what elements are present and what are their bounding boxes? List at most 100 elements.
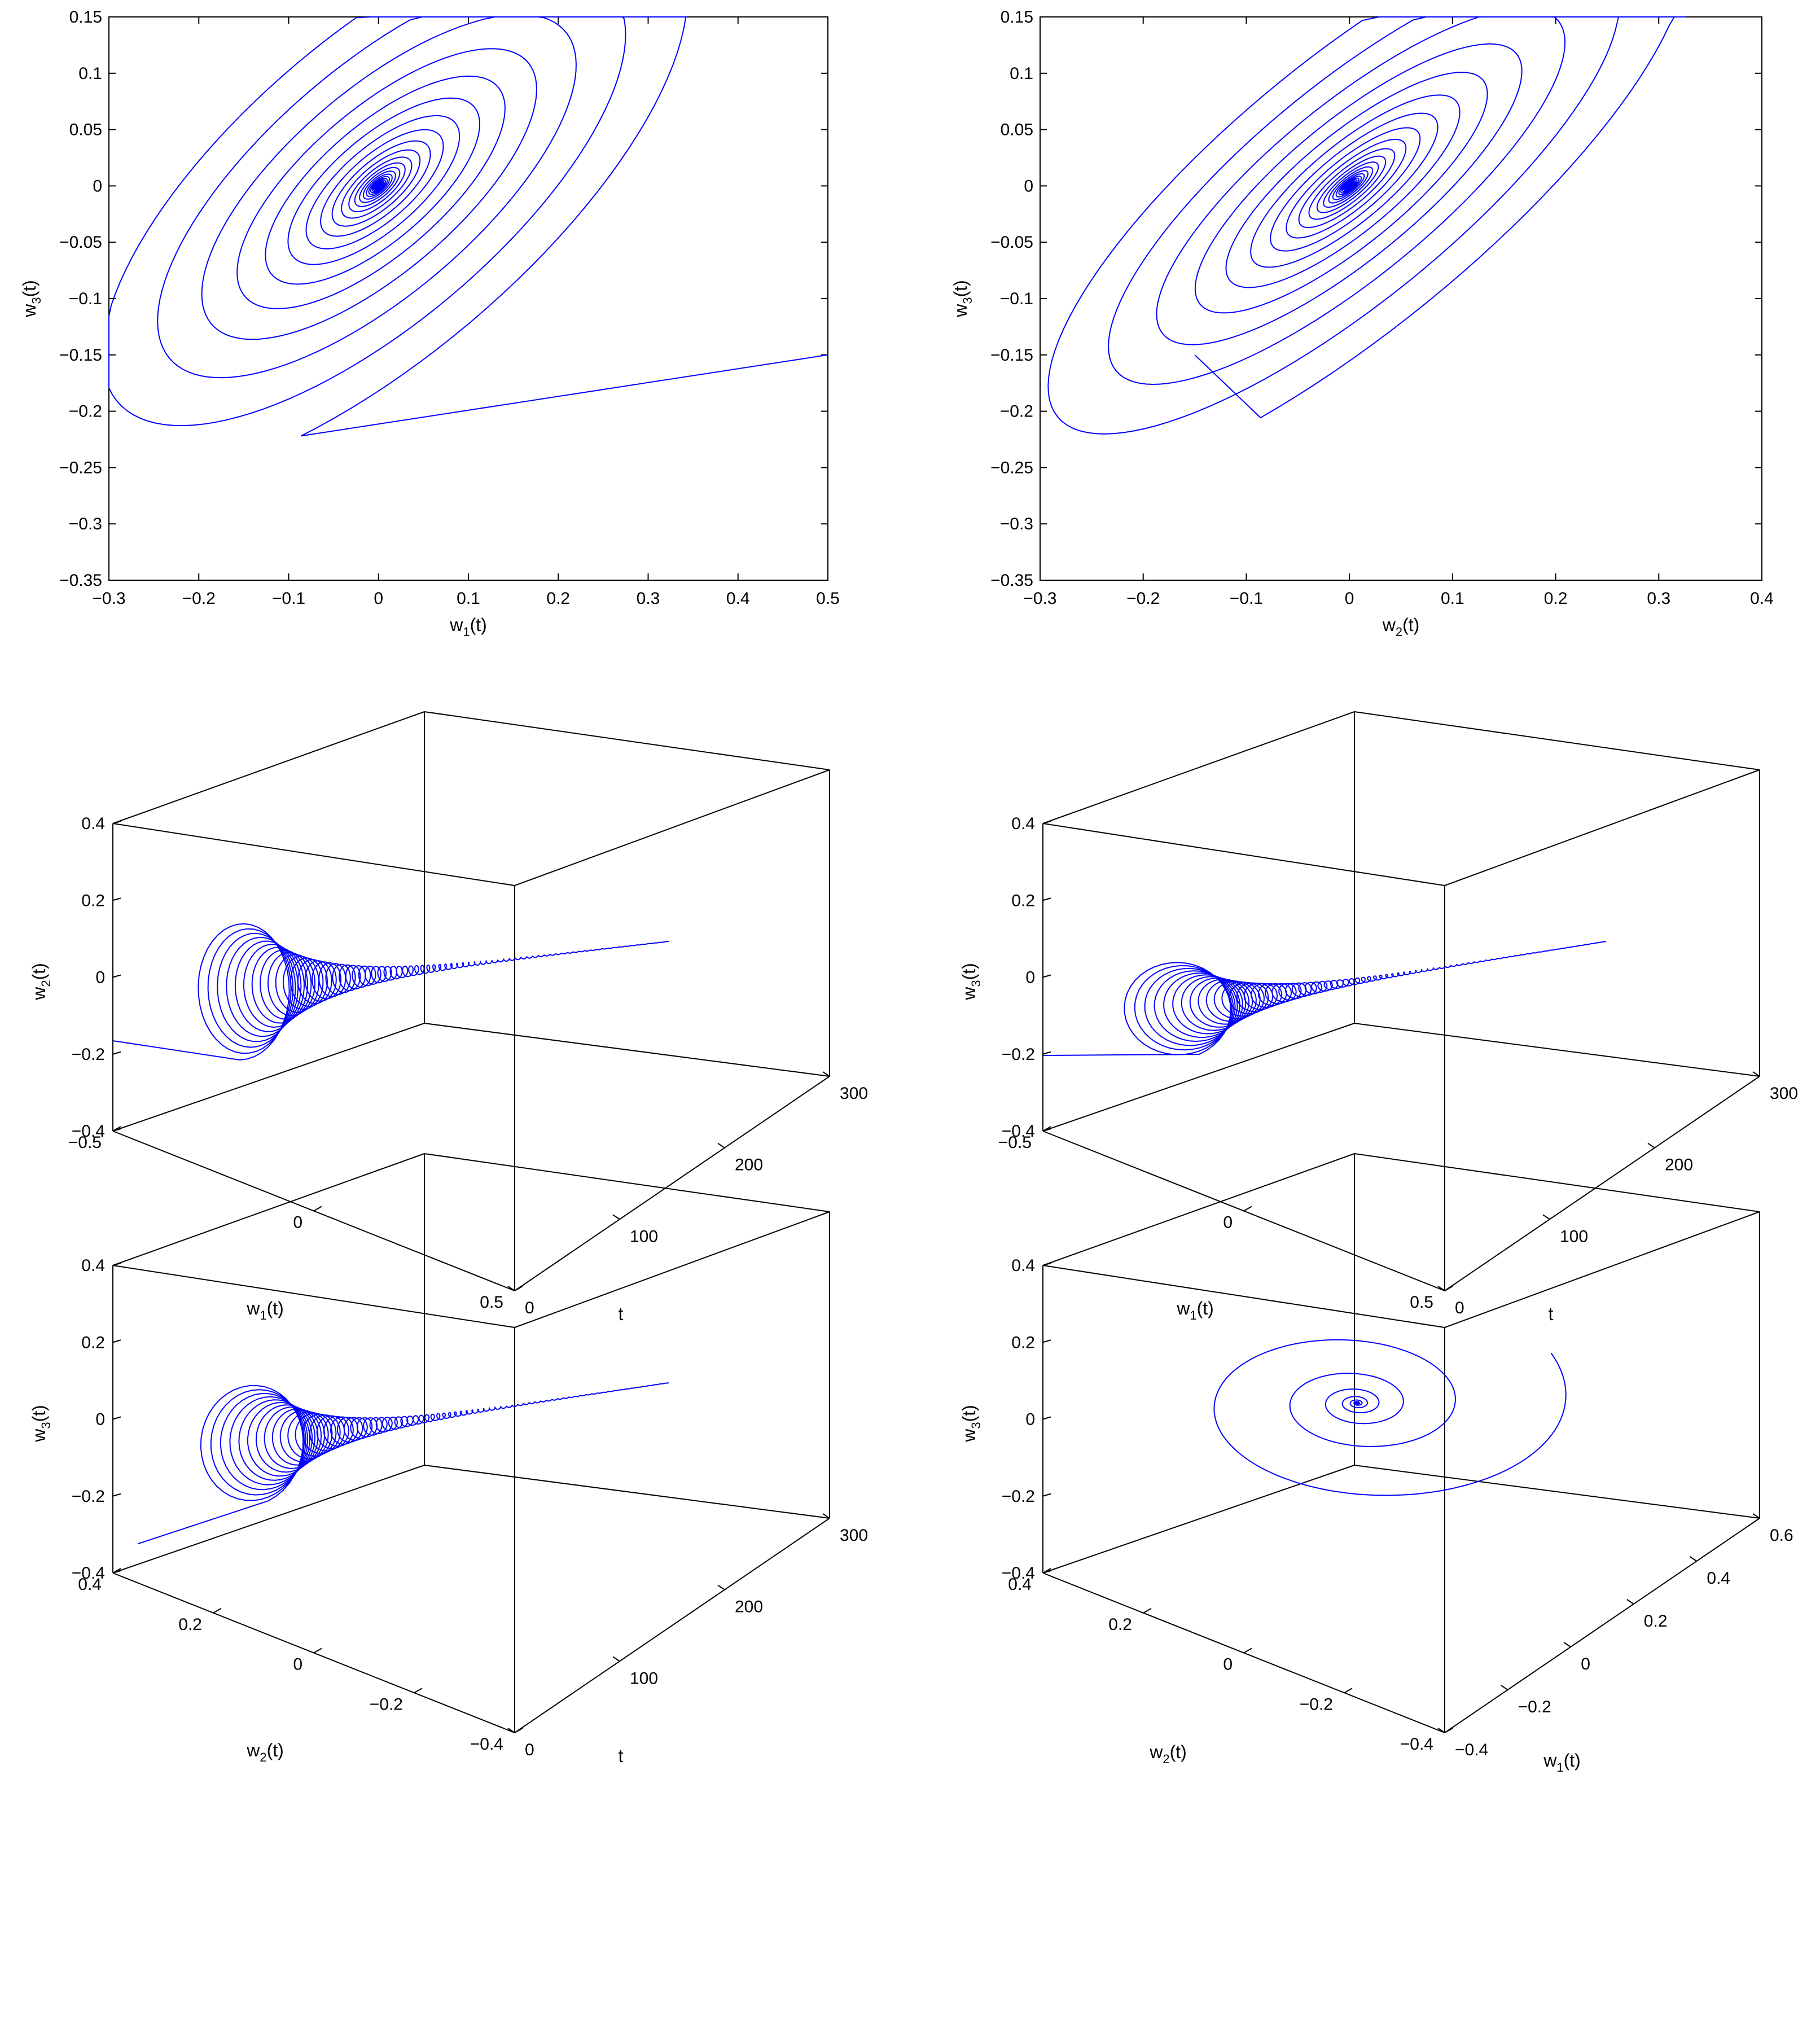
- x-tick-label: 0: [1223, 1213, 1233, 1232]
- z-tick: [112, 974, 121, 978]
- z-tick-label: 0.4: [1011, 814, 1035, 833]
- y-tick: [1437, 1286, 1445, 1291]
- x-tick: [414, 1688, 423, 1694]
- z-tick-label: 0.4: [1011, 1256, 1035, 1275]
- x-axis-label-sub: 2: [1163, 1752, 1169, 1766]
- y-axis-label-tail: (t): [1564, 1750, 1581, 1771]
- x-tick-label: −0.4: [470, 1735, 503, 1754]
- y-tick-label: −0.05: [59, 233, 102, 252]
- box-edge: [1042, 711, 1355, 824]
- x-tick: [1344, 1688, 1353, 1694]
- x-tick-label: 0.2: [546, 589, 570, 608]
- x-tick-label: −0.3: [1023, 589, 1056, 608]
- box-edge: [1354, 711, 1760, 770]
- z-tick-label: 0.4: [81, 814, 105, 833]
- x-tick-label: 0.3: [637, 589, 660, 608]
- y-tick-label: 0.15: [69, 8, 102, 27]
- x-tick: [514, 1728, 523, 1733]
- y-tick: [717, 1142, 725, 1149]
- trajectory-line: [1042, 941, 1607, 1056]
- z-axis-label-tail: (t): [29, 963, 49, 980]
- z-tick: [112, 1493, 121, 1497]
- z-tick: [112, 1339, 121, 1343]
- y-tick-label: 100: [1560, 1227, 1588, 1246]
- x-tick-label: 0: [374, 589, 383, 608]
- z-tick-label: −0.2: [72, 1045, 105, 1064]
- y-axis-label-tail: (t): [950, 280, 971, 297]
- z-axis-label-tail: (t): [959, 1405, 979, 1422]
- box-edge: [424, 1153, 830, 1212]
- y-tick-label: −0.2: [1000, 402, 1033, 421]
- y-tick-label: 0.4: [1707, 1569, 1730, 1588]
- z-tick-label: −0.4: [72, 1564, 105, 1583]
- y-tick-label: 0: [1455, 1299, 1464, 1317]
- axes-frame: [1040, 16, 1762, 581]
- y-axis-label-main: w: [19, 304, 40, 318]
- x-axis-label: w2(t): [1382, 615, 1420, 639]
- y-tick-label: 0.1: [1010, 64, 1033, 83]
- x-tick-label: 0.4: [726, 589, 750, 608]
- z-tick: [1042, 897, 1051, 901]
- z-axis-label-main: w: [29, 987, 49, 1001]
- z-axis-label-main: w: [959, 987, 979, 1001]
- x-axis-label: w2(t): [246, 1740, 284, 1764]
- y-tick-label: 0: [93, 177, 102, 195]
- y-axis-label-sub: 3: [961, 297, 975, 304]
- z-axis-label-main: w: [29, 1428, 49, 1443]
- box-edge: [424, 1023, 830, 1077]
- y-tick: [822, 1513, 830, 1519]
- x-axis-label-tail: (t): [470, 615, 487, 635]
- z-axis-label-tail: (t): [959, 963, 979, 980]
- y-tick: [1689, 1556, 1697, 1562]
- x-tick: [1243, 1647, 1252, 1654]
- y-tick-label: 0: [1581, 1655, 1590, 1673]
- box-edge: [1354, 1023, 1760, 1077]
- y-tick-label: −0.3: [1000, 515, 1033, 533]
- x-axis-label-tail: (t): [1170, 1742, 1187, 1762]
- y-tick-label: 0.05: [69, 121, 102, 139]
- y-tick-label: 0: [525, 1741, 534, 1759]
- trajectory-line: [1213, 1339, 1567, 1496]
- x-tick-label: 0.5: [480, 1293, 503, 1312]
- box-edge: [112, 711, 425, 824]
- z-tick: [1042, 1263, 1051, 1266]
- y-tick-label: −0.2: [69, 402, 102, 421]
- x-tick: [112, 1568, 121, 1574]
- x-tick-label: −0.4: [1400, 1735, 1433, 1754]
- box-edge: [1042, 1153, 1355, 1266]
- z-tick-label: −0.2: [72, 1487, 105, 1506]
- x-tick-label: 0: [293, 1213, 302, 1232]
- z-tick-label: 0.2: [1011, 891, 1035, 910]
- z-tick: [112, 897, 121, 901]
- z-tick-label: 0.2: [81, 1333, 105, 1352]
- z-tick-label: 0: [1025, 1410, 1035, 1429]
- box-edge: [1042, 823, 1445, 886]
- trajectory-line: [112, 923, 669, 1061]
- box-edge: [514, 1076, 830, 1291]
- x-tick-label: 0: [293, 1655, 302, 1674]
- box-edge: [1444, 1076, 1760, 1291]
- box-edge: [1444, 1518, 1760, 1733]
- x-tick-label: 0.1: [1441, 589, 1464, 608]
- trajectory-line: [138, 1382, 669, 1544]
- z-tick: [1042, 1416, 1051, 1420]
- box-edge: [424, 711, 830, 770]
- x-tick: [213, 1607, 222, 1614]
- x-axis-label-main: w: [246, 1298, 260, 1318]
- z-tick-label: 0: [95, 969, 105, 987]
- x-axis-label: w1(t): [449, 615, 487, 639]
- plot3d-w3-w2-w1: −0.4 −0.2 0 0.2 0.4 0.4 0.2 0 −0.2 −0.4 −0.4 −0.2 0 0…: [959, 1153, 1793, 1774]
- plot-w3-vs-w2: −0.3 −0.2 −0.1 0 0.1 0.2 0.3 0.4−0.35−0.3−0.25−…: [950, 8, 1774, 639]
- x-tick-label: −0.2: [1126, 589, 1160, 608]
- box-edge: [112, 823, 515, 886]
- x-tick-label: 0.4: [1750, 589, 1774, 608]
- y-tick-label: −0.25: [59, 458, 102, 477]
- y-axis-label: t: [619, 1304, 624, 1324]
- x-axis-label-sub: 1: [1190, 1308, 1196, 1322]
- x-tick: [112, 1126, 121, 1132]
- x-axis-label-main: w: [449, 615, 463, 635]
- z-tick-label: −0.4: [72, 1122, 105, 1141]
- y-tick-label: 300: [1770, 1084, 1798, 1103]
- y-axis-label-sub: 3: [29, 297, 43, 304]
